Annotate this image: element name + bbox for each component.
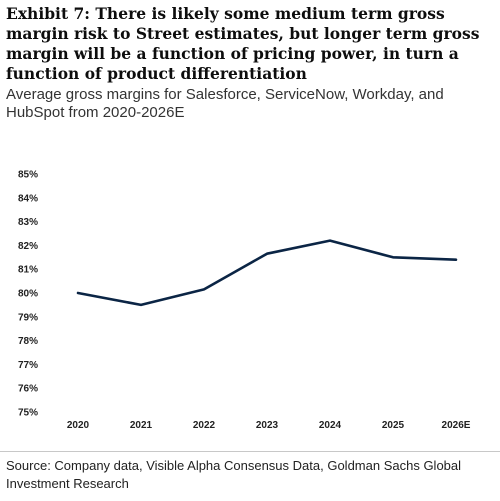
line-chart: 75%76%77%78%79%80%81%82%83%84%85% 2020 20… xyxy=(18,170,471,432)
footer-divider xyxy=(0,451,500,452)
y-tick-label: 81% xyxy=(18,265,38,276)
x-tick-label: 2022 xyxy=(193,420,216,431)
x-tick-label: 2026E xyxy=(442,420,471,431)
y-axis-tick-labels: 75% 76% 77% 78% 79% 80% 81% 82% 83% 84% 85% xyxy=(18,170,38,419)
y-tick-label: 85% xyxy=(18,170,38,181)
y-tick-label: 76% xyxy=(18,384,38,395)
x-tick-label: 2023 xyxy=(256,420,279,431)
source-note: Source: Company data, Visible Alpha Cons… xyxy=(6,458,462,491)
chart-subtitle: Average gross margins for Salesforce, Se… xyxy=(6,86,444,121)
y-tick-label: 77% xyxy=(18,360,38,371)
chart-title: Exhibit 7: There is likely some medium t… xyxy=(6,4,480,83)
y-tick-label: 80% xyxy=(18,289,38,300)
y-tick-label: 83% xyxy=(18,217,38,228)
x-tick-label: 2020 xyxy=(67,420,90,431)
y-tick-label: 78% xyxy=(18,336,38,347)
x-tick-label: 2024 xyxy=(319,420,342,431)
x-axis-tick-labels: 2020 2021 2022 2023 2024 2025 2026E xyxy=(67,420,471,431)
y-tick-label: 75% xyxy=(18,408,38,419)
series-line xyxy=(76,239,458,307)
x-tick-label: 2021 xyxy=(130,420,153,431)
y-tick-label: 84% xyxy=(18,193,38,204)
y-tick-label: 82% xyxy=(18,241,38,252)
x-tick-label: 2025 xyxy=(382,420,405,431)
series-group xyxy=(76,239,458,307)
y-tick-label: 79% xyxy=(18,312,38,323)
